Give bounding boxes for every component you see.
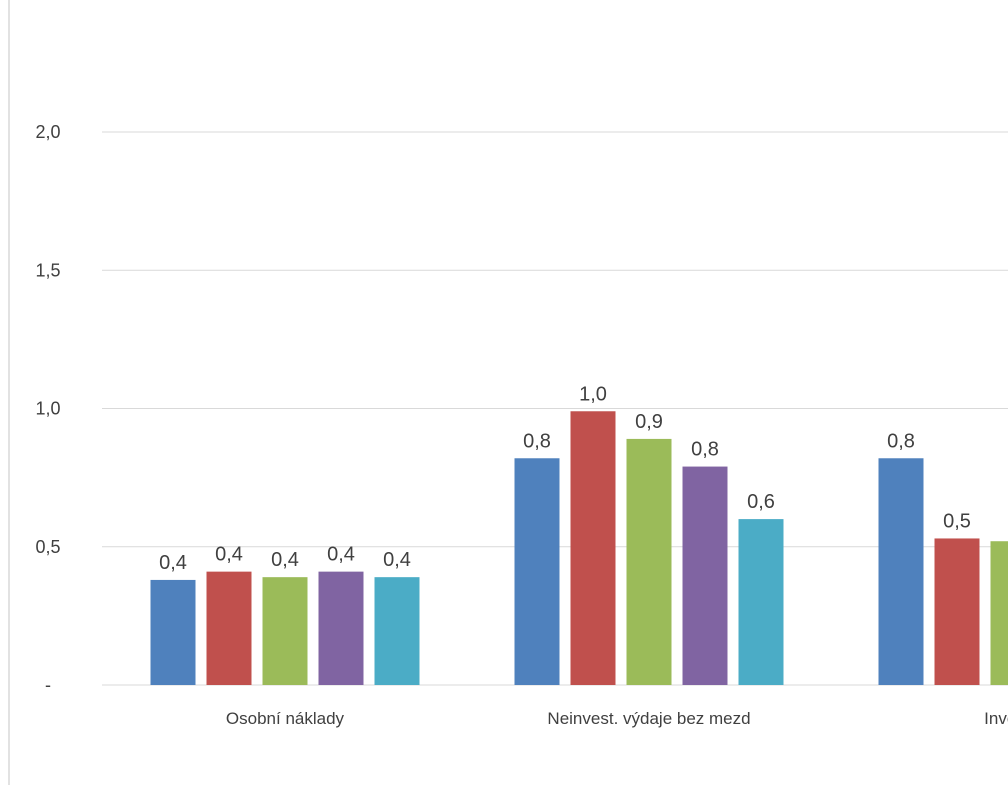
bar [570, 411, 616, 685]
x-axis-category-labels: Osobní náklady Neinvest. výdaje bez mezd I… [226, 709, 1008, 728]
y-axis-tick-labels: - 0,5 1,0 1,5 2,0 [35, 122, 60, 695]
data-labels: 0,40,40,40,40,40,81,00,90,80,60,80,5( [159, 383, 971, 574]
y-tick-label: 1,5 [35, 260, 60, 280]
data-label: 0,4 [159, 552, 187, 574]
data-label: 0,4 [215, 544, 243, 566]
bar [626, 438, 672, 685]
category-label: Osobní náklady [226, 709, 345, 728]
bar [990, 541, 1008, 685]
bar [374, 577, 420, 685]
data-label: 0,5 [943, 510, 971, 532]
bar [934, 538, 980, 685]
y-tick-label: - [45, 675, 51, 695]
bar [738, 519, 784, 685]
data-label: 0,4 [327, 544, 355, 566]
bar [206, 571, 252, 685]
bar [318, 571, 364, 685]
bar [514, 458, 560, 685]
bar [262, 577, 308, 685]
category-label: Neinvest. výdaje bez mezd [547, 709, 750, 728]
bars [150, 411, 1008, 685]
data-label: 0,8 [887, 430, 915, 452]
data-label: 0,4 [271, 549, 299, 571]
bar [682, 466, 728, 685]
data-label: 1,0 [579, 383, 607, 405]
y-tick-label: 0,5 [35, 537, 60, 557]
bar [150, 579, 196, 685]
data-label: 0,9 [635, 411, 663, 433]
y-tick-label: 2,0 [35, 122, 60, 142]
data-label: 0,8 [523, 430, 551, 452]
data-label: 0,8 [691, 439, 719, 461]
category-label: Investič [984, 709, 1008, 728]
data-label: 0,6 [747, 491, 775, 513]
y-tick-label: 1,0 [35, 399, 60, 419]
bar [878, 458, 924, 685]
data-label: 0,4 [383, 549, 411, 571]
